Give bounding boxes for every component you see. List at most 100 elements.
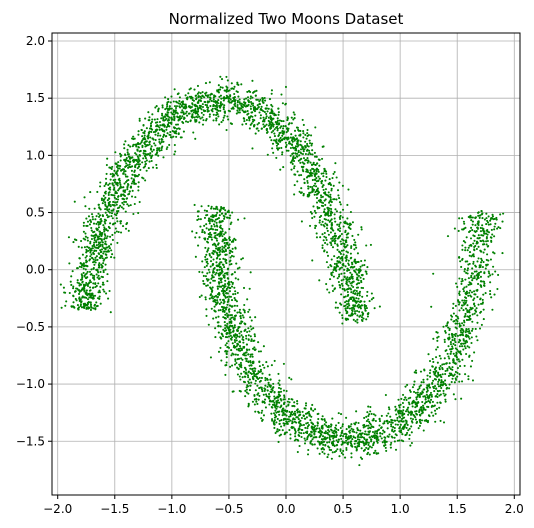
data-point <box>238 98 241 101</box>
data-point <box>206 110 209 113</box>
data-point <box>119 222 122 225</box>
data-point <box>241 106 244 109</box>
data-point <box>106 246 109 249</box>
data-point <box>460 280 463 283</box>
data-point <box>275 140 278 143</box>
data-point <box>442 392 445 395</box>
data-point <box>132 135 135 138</box>
data-point <box>221 227 224 231</box>
data-point <box>345 428 348 431</box>
grid <box>52 33 520 495</box>
data-point <box>192 131 195 134</box>
data-point <box>268 373 271 376</box>
data-point <box>326 224 329 227</box>
data-point <box>369 427 372 430</box>
data-point <box>393 426 396 430</box>
data-points <box>59 75 505 467</box>
data-point <box>149 152 152 155</box>
data-point <box>300 187 303 190</box>
data-point <box>197 95 200 98</box>
data-point <box>214 327 217 330</box>
data-point <box>124 200 128 204</box>
data-point <box>293 139 296 142</box>
data-point <box>130 195 134 198</box>
data-point <box>154 153 157 156</box>
data-point <box>429 398 433 401</box>
data-point <box>104 183 107 186</box>
data-point <box>165 117 168 120</box>
data-point <box>197 110 200 113</box>
data-point <box>477 282 480 286</box>
data-point <box>401 414 404 417</box>
data-point <box>237 327 240 330</box>
data-point <box>161 104 164 107</box>
data-point <box>297 159 300 162</box>
data-point <box>217 84 220 87</box>
data-point <box>253 394 256 397</box>
data-point <box>224 213 227 216</box>
data-point <box>271 142 275 145</box>
data-point <box>154 144 157 147</box>
data-point <box>238 308 241 311</box>
data-point <box>289 433 292 436</box>
data-point <box>472 255 475 258</box>
data-point <box>254 348 257 351</box>
data-point <box>451 377 454 380</box>
data-point <box>214 100 217 103</box>
data-point <box>339 227 342 230</box>
data-point <box>450 332 453 335</box>
data-point <box>89 305 93 308</box>
data-point <box>256 393 259 396</box>
data-point <box>150 127 153 130</box>
data-point <box>284 85 288 89</box>
data-point <box>89 251 92 254</box>
data-point <box>122 207 125 210</box>
data-point <box>348 307 352 310</box>
data-point <box>212 96 215 99</box>
data-point <box>121 197 124 200</box>
data-point <box>180 104 183 107</box>
data-point <box>416 395 419 398</box>
data-point <box>364 307 367 310</box>
data-point <box>306 421 309 424</box>
data-point <box>200 205 203 208</box>
data-point <box>254 94 257 97</box>
data-point <box>144 117 147 120</box>
data-point <box>353 310 357 313</box>
data-point <box>130 169 133 172</box>
data-point <box>259 117 262 120</box>
data-point <box>450 348 453 351</box>
data-point <box>182 111 185 114</box>
data-point <box>99 270 102 274</box>
data-point <box>448 383 451 386</box>
data-point <box>276 430 279 433</box>
data-point <box>443 363 446 366</box>
data-point <box>340 249 343 252</box>
data-point <box>453 227 456 230</box>
data-point <box>296 451 299 454</box>
data-point <box>249 355 252 358</box>
data-point <box>407 410 410 413</box>
data-point <box>131 189 134 192</box>
data-point <box>178 100 181 103</box>
data-point <box>250 319 253 322</box>
data-point <box>321 450 324 454</box>
data-point <box>60 306 63 309</box>
data-point <box>226 350 229 353</box>
data-point <box>430 305 433 308</box>
data-point <box>291 421 294 424</box>
data-point <box>92 286 95 289</box>
data-point <box>357 271 361 274</box>
data-point <box>195 97 198 100</box>
data-point <box>207 247 210 250</box>
data-point <box>345 241 348 244</box>
data-point <box>236 99 239 102</box>
data-point <box>400 397 403 400</box>
data-point <box>267 116 270 119</box>
data-point <box>250 339 253 343</box>
data-point <box>341 322 344 325</box>
data-point <box>458 301 461 304</box>
data-point <box>221 270 224 273</box>
data-point <box>338 284 342 287</box>
